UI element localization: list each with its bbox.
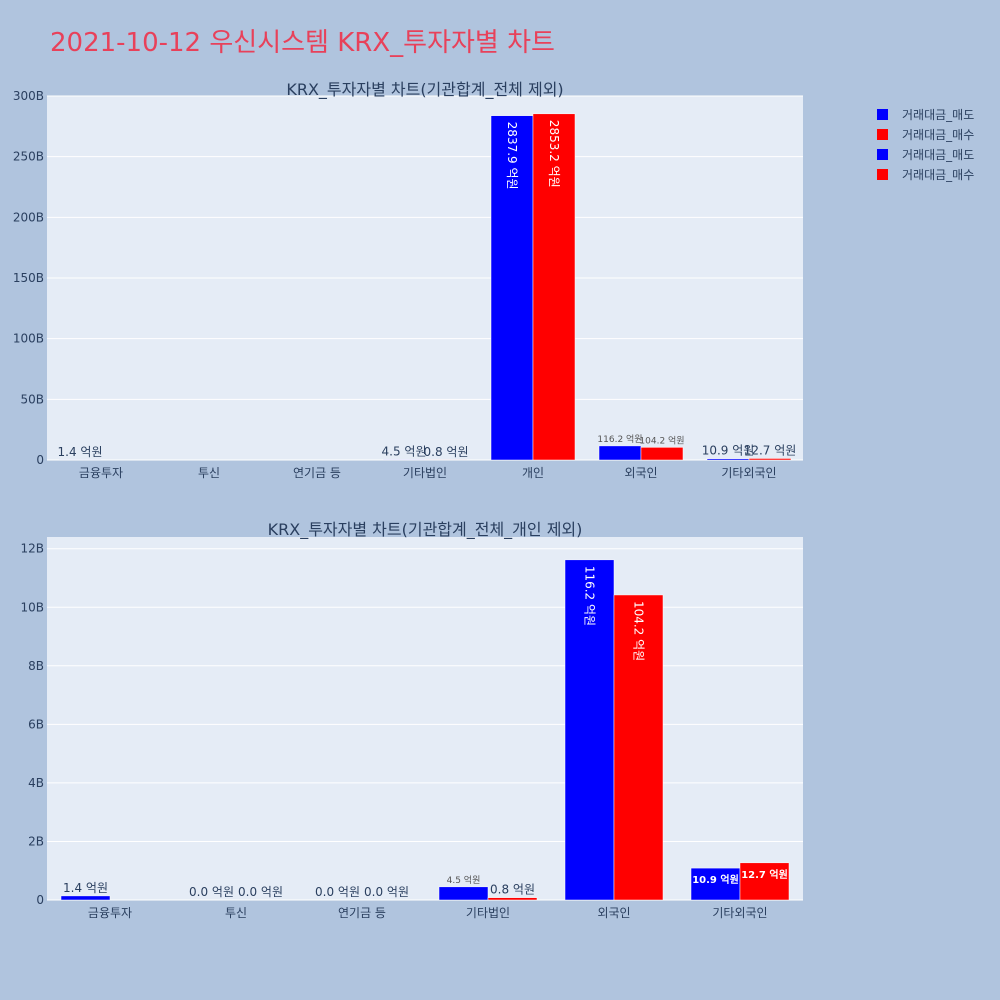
data-label: 2853.2 억원 — [547, 120, 561, 188]
data-label: 104.2 억원 — [632, 601, 646, 661]
legend-label[interactable]: 거래대금_매수 — [902, 128, 974, 142]
y-tick-label: 0 — [36, 453, 44, 467]
bar-buy[interactable] — [640, 447, 684, 461]
x-tick-label: 투신 — [198, 466, 220, 480]
x-tick-label: 금융투자 — [79, 466, 123, 480]
legend-swatch[interactable] — [877, 129, 888, 140]
x-tick-label: 기타법인 — [403, 466, 447, 480]
bar-sell[interactable] — [690, 867, 741, 901]
x-tick-label: 기타외국인 — [712, 906, 767, 920]
legend-swatch[interactable] — [877, 169, 888, 180]
chart-title: KRX_투자자별 차트(기관합계_전체_개인 제외) — [268, 520, 583, 540]
data-label: 0.0 억원 — [364, 885, 409, 899]
bar-buy[interactable] — [532, 113, 576, 461]
bar-buy[interactable] — [613, 594, 664, 901]
y-tick-label: 8B — [28, 659, 44, 673]
legend-swatch[interactable] — [877, 109, 888, 120]
data-label: 1.4 억원 — [58, 445, 103, 459]
data-label: 12.7 억원 — [741, 868, 788, 881]
x-tick-label: 기타외국인 — [721, 466, 776, 480]
data-label: 116.2 억원 — [583, 566, 597, 626]
data-label: 10.9 억원 — [702, 444, 755, 458]
data-label: 2837.9 억원 — [505, 122, 519, 190]
y-tick-label: 250B — [13, 150, 44, 164]
y-tick-label: 50B — [20, 392, 44, 406]
bar-sell[interactable] — [706, 458, 750, 461]
y-tick-label: 12B — [20, 542, 44, 556]
data-label: 116.2 억원 — [597, 433, 642, 445]
x-tick-label: 기타법인 — [466, 906, 510, 920]
page-title: 2021-10-12 우신시스템 KRX_투자자별 차트 — [50, 28, 555, 58]
x-tick-label: 외국인 — [624, 466, 657, 480]
data-label: 10.9 억원 — [692, 873, 739, 886]
data-label: 0.0 억원 — [238, 885, 283, 899]
chart-title: KRX_투자자별 차트(기관합계_전체 제외) — [286, 80, 563, 100]
legend-label[interactable]: 거래대금_매도 — [902, 148, 974, 162]
y-tick-label: 150B — [13, 271, 44, 285]
bar-sell[interactable] — [438, 886, 489, 901]
data-label: 4.5 억원 — [382, 444, 427, 458]
x-tick-label: 외국인 — [597, 906, 630, 920]
x-tick-label: 연기금 등 — [293, 466, 341, 480]
data-label: 0.0 억원 — [189, 885, 234, 899]
chart-excluding-individuals: 0 2B 4B 6B 8B 10B 12B KRX_투자자별 차트(기관합계_전체_개인 제외… — [20, 520, 803, 920]
chart-all-investors: 0 50B 100B 150B 200B 250B 300B KRX_투자자별 차트(기관합계… — [13, 80, 803, 480]
y-tick-label: 0 — [36, 893, 44, 907]
y-tick-label: 4B — [28, 776, 44, 790]
data-label: 1.4 억원 — [63, 881, 108, 895]
data-label: 4.5 억원 — [447, 874, 481, 886]
bar-sell[interactable] — [598, 445, 642, 461]
bar-sell[interactable] — [490, 115, 534, 461]
y-tick-label: 2B — [28, 834, 44, 848]
bar-sell[interactable] — [382, 459, 426, 461]
y-tick-label: 300B — [13, 89, 44, 103]
legend-label[interactable]: 거래대금_매수 — [902, 168, 974, 182]
x-tick-label: 개인 — [522, 466, 544, 480]
data-label: 0.0 억원 — [315, 885, 360, 899]
bar-buy[interactable] — [748, 458, 792, 461]
y-tick-label: 6B — [28, 717, 44, 731]
bar-buy[interactable] — [487, 897, 538, 901]
x-tick-label: 금융투자 — [88, 906, 132, 920]
y-tick-label: 200B — [13, 210, 44, 224]
bar-buy[interactable] — [739, 862, 790, 901]
legend-swatch[interactable] — [877, 149, 888, 160]
data-label: 104.2 억원 — [639, 434, 684, 446]
y-tick-label: 100B — [13, 332, 44, 346]
bar-sell[interactable] — [564, 559, 615, 901]
data-label: 0.8 억원 — [490, 883, 535, 897]
data-label: 12.7 억원 — [744, 443, 797, 457]
legend-label[interactable]: 거래대금_매도 — [902, 108, 974, 122]
x-tick-label: 연기금 등 — [338, 906, 386, 920]
bar-sell[interactable] — [60, 895, 111, 901]
x-tick-label: 투신 — [225, 906, 247, 920]
y-tick-label: 10B — [20, 600, 44, 614]
plot-area — [47, 537, 803, 900]
data-label: 0.8 억원 — [424, 445, 469, 459]
